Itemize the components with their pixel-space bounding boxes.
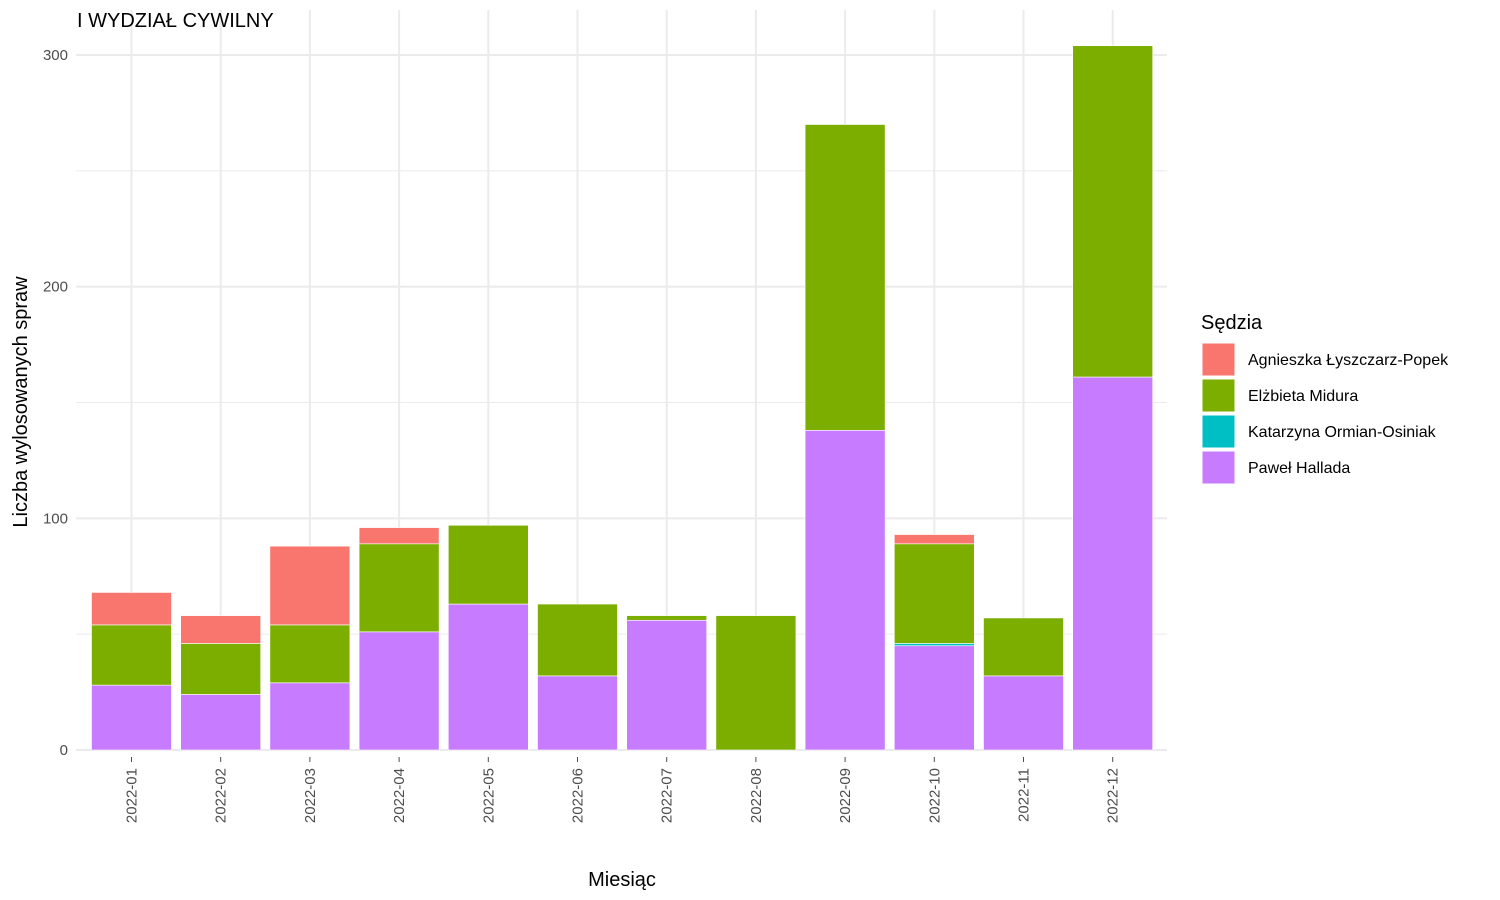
x-tick-label: 2022-11 — [1016, 768, 1033, 822]
bar-segment — [180, 615, 261, 644]
y-axis-ticks: 0 100 200 300 — [43, 47, 68, 759]
bar-segment — [893, 645, 975, 751]
bar-segment — [447, 603, 529, 751]
legend-title: Sędzia — [1201, 312, 1263, 334]
bar-segment — [537, 675, 618, 751]
bar-segment — [715, 615, 797, 751]
bar-segment — [91, 592, 172, 626]
y-tick-label: 300 — [43, 47, 68, 64]
legend-key — [1201, 378, 1236, 413]
bar-segment — [358, 527, 440, 545]
bar-segment — [358, 543, 440, 633]
bar-segment — [626, 615, 708, 621]
x-tick-label: 2022-05 — [480, 768, 497, 823]
bar-segment — [447, 524, 529, 605]
x-tick-label: 2022-07 — [659, 768, 676, 823]
x-axis-title: Miesiąc — [588, 869, 656, 891]
bar-segment — [180, 694, 261, 751]
bar-segment — [537, 603, 618, 677]
bar-segment — [983, 617, 1064, 677]
bar-segment — [269, 545, 351, 626]
bar-segment — [893, 643, 975, 647]
bar-segment — [626, 619, 708, 751]
legend-key — [1201, 414, 1236, 449]
bar-segment — [91, 624, 172, 686]
x-tick-label: 2022-10 — [926, 768, 943, 823]
x-tick-label: 2022-08 — [748, 768, 765, 823]
y-axis-title: Liczba wylosowanych spraw — [10, 276, 32, 528]
bar-segment — [269, 682, 351, 751]
x-tick-label: 2022-06 — [570, 768, 587, 823]
x-tick-label: 2022-04 — [391, 768, 408, 823]
legend-label: Paweł Hallada — [1248, 460, 1350, 477]
bar-segment — [804, 429, 886, 751]
bar-segment — [983, 675, 1064, 751]
y-tick-label: 0 — [60, 742, 68, 759]
x-tick-label: 2022-12 — [1105, 768, 1122, 823]
bar-segment — [1072, 45, 1153, 378]
bar-segment — [893, 543, 975, 644]
x-tick-label: 2022-03 — [302, 768, 319, 823]
bar-segment — [893, 534, 975, 545]
bar-segment — [804, 124, 886, 431]
bars — [91, 45, 1153, 751]
bar-segment — [91, 684, 172, 751]
y-tick-label: 100 — [43, 510, 68, 527]
legend: Sędzia Agnieszka Łyszczarz-Popek Elżbieta… — [1201, 312, 1449, 485]
legend-key — [1201, 450, 1236, 485]
legend-key — [1201, 342, 1236, 377]
y-tick-label: 200 — [43, 279, 68, 296]
x-axis-ticks: 2022-01 2022-02 2022-03 2022-04 2022-05 2022-… — [124, 757, 1122, 823]
bar-segment — [1072, 376, 1153, 751]
legend-label: Katarzyna Ormian-Osiniak — [1248, 424, 1437, 441]
x-tick-label: 2022-01 — [124, 768, 141, 823]
legend-label: Elżbieta Midura — [1248, 388, 1358, 405]
chart-title: I WYDZIAŁ CYWILNY — [77, 10, 274, 32]
bar-segment — [358, 631, 440, 751]
x-tick-label: 2022-09 — [837, 768, 854, 823]
bar-segment — [269, 624, 351, 684]
x-tick-label: 2022-02 — [213, 768, 230, 823]
bar-segment — [180, 643, 261, 695]
legend-label: Agnieszka Łyszczarz-Popek — [1248, 352, 1449, 369]
